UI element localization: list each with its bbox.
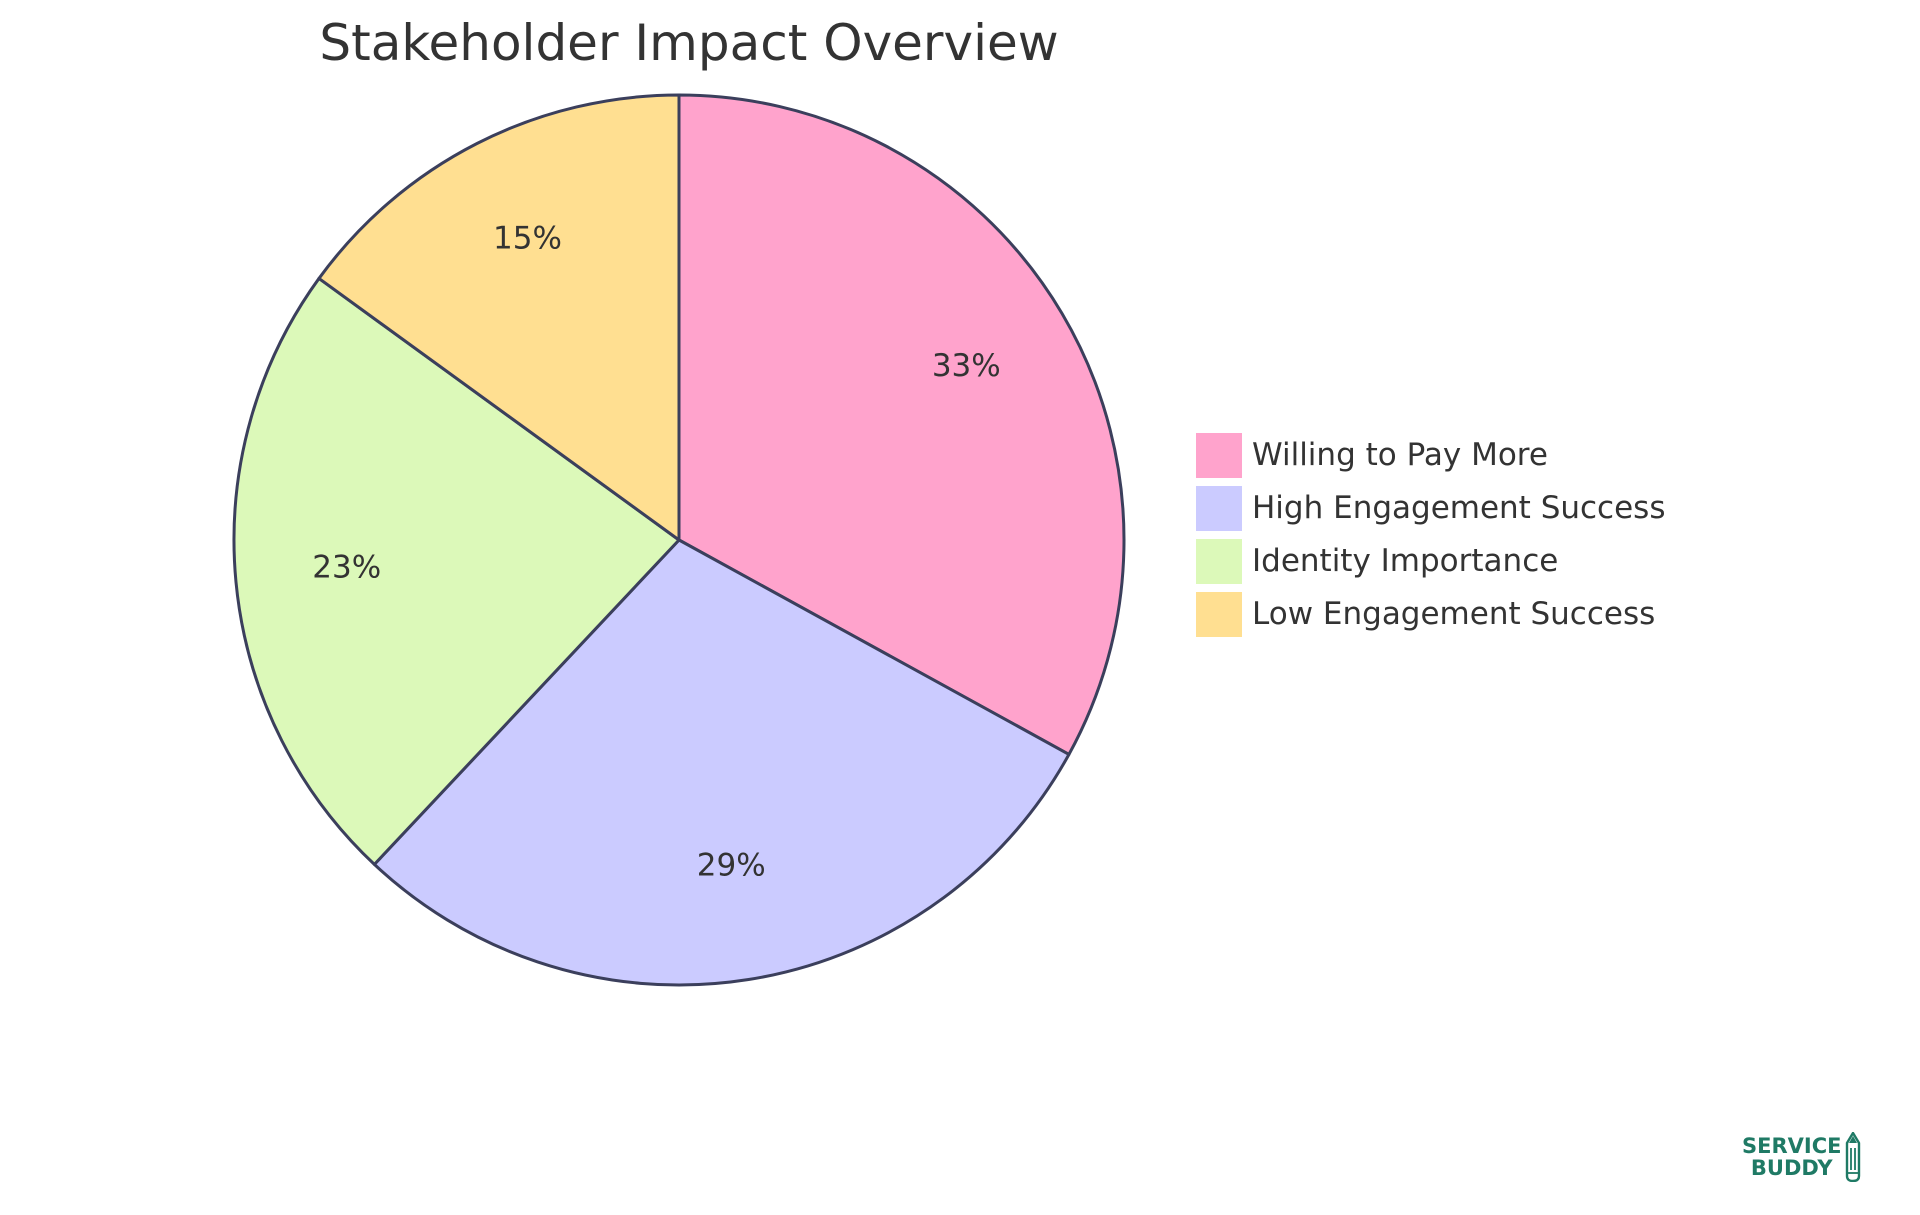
- pie-slice-low-engagement-success[interactable]: [317, 93, 681, 542]
- pie-slices: [232, 93, 1126, 987]
- legend-label: Willing to Pay More: [1252, 437, 1548, 473]
- service-buddy-logo: SERVICE BUDDY: [1742, 1132, 1861, 1182]
- slice-percent-label: 23%: [312, 549, 381, 585]
- legend-swatch: [1196, 539, 1242, 584]
- legend-item-willing-to-pay-more[interactable]: Willing to Pay More: [1196, 433, 1665, 478]
- legend-swatch: [1196, 592, 1242, 637]
- logo-line-2: BUDDY: [1750, 1156, 1833, 1180]
- legend-label: Low Engagement Success: [1252, 596, 1656, 632]
- legend-label: Identity Importance: [1252, 543, 1559, 579]
- logo-text: SERVICE BUDDY: [1742, 1135, 1841, 1179]
- legend-swatch: [1196, 433, 1242, 478]
- pie-slice-identity-importance[interactable]: [232, 276, 681, 866]
- legend-swatch: [1196, 486, 1242, 531]
- legend: Willing to Pay More High Engagement Succ…: [1196, 433, 1665, 645]
- pie-slice-labels: 33% 29% 23% 15%: [312, 221, 1000, 884]
- slice-percent-label: 15%: [493, 221, 562, 257]
- pie-slice-high-engagement-success[interactable]: [372, 538, 1071, 987]
- legend-item-identity-importance[interactable]: Identity Importance: [1196, 539, 1665, 584]
- slice-percent-label: 29%: [697, 848, 766, 884]
- legend-item-low-engagement-success[interactable]: Low Engagement Success: [1196, 592, 1665, 637]
- slice-percent-label: 33%: [932, 348, 1001, 384]
- legend-label: High Engagement Success: [1252, 490, 1666, 526]
- pie-slice-willing-to-pay-more[interactable]: [677, 93, 1126, 756]
- chart-title: Stakeholder Impact Overview: [319, 14, 1058, 72]
- pencil-icon: [1846, 1132, 1861, 1182]
- legend-item-high-engagement-success[interactable]: High Engagement Success: [1196, 486, 1665, 531]
- logo-line-1: SERVICE: [1742, 1134, 1842, 1158]
